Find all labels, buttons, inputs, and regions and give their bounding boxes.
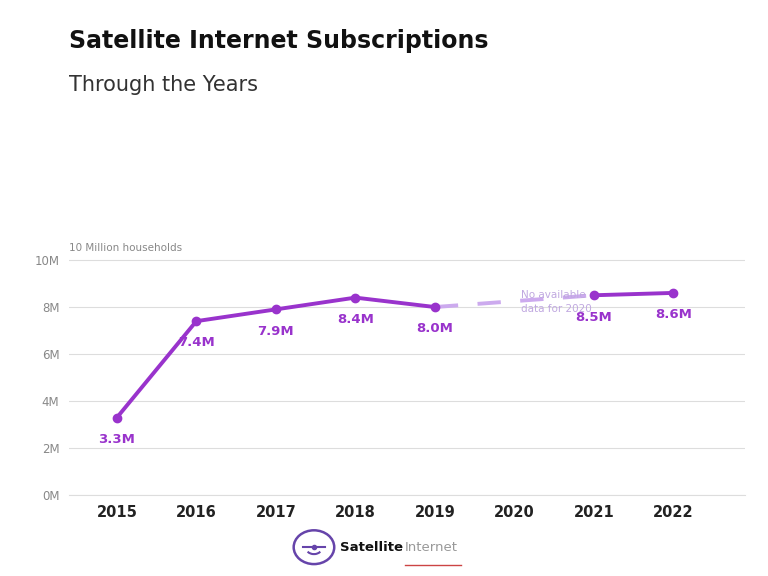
Text: Satellite Internet Subscriptions: Satellite Internet Subscriptions [69, 29, 488, 53]
Text: 8.4M: 8.4M [337, 313, 374, 326]
Text: 7.9M: 7.9M [257, 325, 294, 338]
Text: Through the Years: Through the Years [69, 75, 258, 95]
Text: 8.6M: 8.6M [655, 308, 692, 321]
Text: 3.3M: 3.3M [98, 433, 135, 446]
Text: No available
data for 2020: No available data for 2020 [521, 290, 591, 314]
Text: Internet: Internet [406, 541, 458, 554]
Text: 8.5M: 8.5M [575, 310, 612, 324]
Text: 8.0M: 8.0M [416, 323, 453, 335]
Text: 10 Million households: 10 Million households [69, 243, 182, 253]
Text: 7.4M: 7.4M [178, 336, 215, 350]
Text: Satellite: Satellite [339, 541, 402, 554]
